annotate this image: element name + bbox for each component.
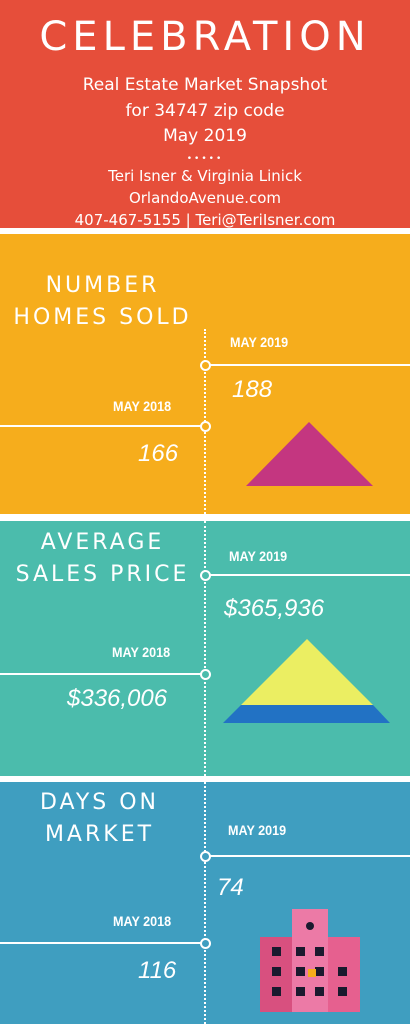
subtitle-line-3: May 2019 [163, 126, 247, 146]
label-may-2018: MAY 2018 [113, 913, 172, 929]
dots-divider: ••••• [186, 154, 224, 164]
triangle-icon [246, 422, 373, 486]
divider [0, 228, 410, 234]
website-text: OrlandoAvenue.com [128, 189, 282, 207]
timeline-axis [204, 521, 206, 776]
divider [0, 776, 410, 782]
timeline-axis [204, 782, 206, 1024]
line-2018 [0, 673, 205, 675]
value-2019: 188 [232, 376, 273, 403]
label-may-2019: MAY 2019 [229, 548, 288, 564]
line-2019 [205, 574, 410, 576]
knob-2018 [200, 669, 211, 680]
average-price-section: AVERAGE SALES PRICE MAY 2019 $365,936 MA… [0, 521, 410, 776]
value-2018: 116 [138, 957, 177, 984]
subtitle-line-2: for 34747 zip code [125, 101, 285, 121]
section-title-line1: AVERAGE [40, 530, 165, 555]
contact-text: 407-467-5155 | Teri@TeriIsner.com [74, 211, 336, 229]
label-may-2019: MAY 2019 [228, 822, 287, 838]
line-2018 [0, 425, 205, 427]
line-2019 [205, 855, 410, 857]
section-title-line2: SALES PRICE [15, 562, 190, 587]
building-icon [260, 909, 360, 1012]
section-title-line1: DAYS ON [39, 790, 160, 815]
value-2019: 74 [217, 874, 244, 901]
knob-2018 [200, 938, 211, 949]
days-on-market-section: DAYS ON MARKET MAY 2019 74 MAY 2018 116 [0, 782, 410, 1024]
agents-names: Teri Isner & Virginia Linick [108, 167, 302, 185]
section-title-line2: MARKET [44, 822, 155, 847]
divider [0, 514, 410, 521]
pyramid-icon [223, 639, 390, 723]
line-2019 [205, 364, 410, 366]
knob-2019 [200, 851, 211, 862]
page-title: CELEBRATION [39, 14, 371, 60]
knob-2019 [200, 570, 211, 581]
header-banner: CELEBRATION Real Estate Market Snapshot … [0, 0, 410, 229]
knob-2018 [200, 421, 211, 432]
section-title-line1: NUMBER [45, 273, 160, 298]
value-2019: $365,936 [224, 595, 325, 622]
label-may-2018: MAY 2018 [112, 644, 171, 660]
value-2018: $336,006 [67, 685, 168, 712]
label-may-2019: MAY 2019 [230, 334, 289, 350]
line-2018 [0, 942, 205, 944]
value-2018: 166 [138, 440, 179, 467]
homes-sold-section: NUMBER HOMES SOLD MAY 2019 188 MAY 2018 … [0, 234, 410, 514]
subtitle-line-1: Real Estate Market Snapshot [82, 75, 328, 95]
label-may-2018: MAY 2018 [113, 398, 172, 414]
knob-2019 [200, 360, 211, 371]
section-title-line2: HOMES SOLD [13, 305, 192, 330]
